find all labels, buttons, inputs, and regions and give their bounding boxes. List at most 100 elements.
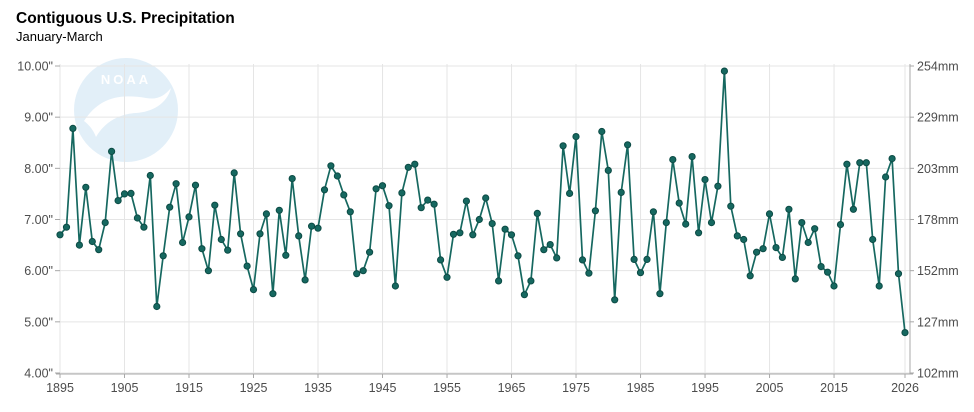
data-point[interactable]	[469, 231, 477, 239]
data-point[interactable]	[901, 329, 909, 337]
data-point[interactable]	[262, 210, 270, 218]
data-point[interactable]	[108, 147, 116, 155]
data-point[interactable]	[391, 282, 399, 290]
data-point[interactable]	[288, 175, 296, 183]
data-point[interactable]	[701, 176, 709, 184]
data-point[interactable]	[346, 208, 354, 216]
data-point[interactable]	[269, 290, 277, 298]
data-point[interactable]	[217, 235, 225, 244]
data-point[interactable]	[688, 153, 696, 161]
data-point[interactable]	[56, 231, 64, 239]
data-point[interactable]	[624, 141, 632, 149]
data-point[interactable]	[862, 159, 870, 167]
data-point[interactable]	[430, 200, 438, 208]
data-point[interactable]	[617, 188, 625, 196]
data-point[interactable]	[75, 241, 84, 249]
data-point[interactable]	[185, 213, 193, 221]
data-point[interactable]	[520, 291, 529, 299]
data-point[interactable]	[95, 246, 103, 254]
data-point[interactable]	[882, 173, 890, 181]
data-point[interactable]	[333, 172, 341, 180]
data-point[interactable]	[198, 245, 206, 253]
data-point[interactable]	[856, 159, 864, 167]
data-point[interactable]	[675, 199, 683, 207]
data-point[interactable]	[153, 302, 161, 311]
data-point[interactable]	[869, 235, 877, 244]
data-point[interactable]	[778, 253, 787, 261]
data-point[interactable]	[204, 267, 212, 275]
data-point[interactable]	[462, 197, 470, 205]
data-point[interactable]	[836, 221, 845, 229]
data-point[interactable]	[636, 269, 645, 277]
data-point[interactable]	[340, 191, 348, 199]
data-point[interactable]	[320, 186, 329, 194]
data-point[interactable]	[249, 286, 258, 294]
data-point[interactable]	[327, 162, 335, 170]
data-point[interactable]	[630, 255, 638, 263]
data-point[interactable]	[798, 219, 806, 227]
data-point[interactable]	[191, 181, 200, 189]
data-point[interactable]	[714, 182, 722, 190]
data-point[interactable]	[501, 225, 509, 233]
data-point[interactable]	[166, 203, 174, 211]
data-point[interactable]	[314, 224, 322, 232]
data-point[interactable]	[159, 252, 167, 260]
data-point[interactable]	[301, 276, 309, 284]
data-point[interactable]	[559, 142, 567, 150]
data-point[interactable]	[578, 256, 587, 264]
data-point[interactable]	[888, 155, 896, 163]
data-point[interactable]	[772, 244, 780, 252]
data-point[interactable]	[527, 277, 535, 285]
data-point[interactable]	[566, 189, 574, 197]
data-point[interactable]	[546, 241, 554, 249]
data-point[interactable]	[727, 202, 735, 210]
data-point[interactable]	[411, 160, 419, 168]
data-point[interactable]	[385, 202, 393, 210]
data-point[interactable]	[398, 189, 406, 197]
data-point[interactable]	[353, 270, 361, 278]
data-point[interactable]	[824, 268, 832, 276]
data-point[interactable]	[507, 231, 516, 239]
data-point[interactable]	[604, 166, 612, 174]
data-point[interactable]	[585, 269, 593, 277]
data-point[interactable]	[366, 248, 374, 256]
data-point[interactable]	[533, 209, 541, 217]
data-point[interactable]	[372, 185, 380, 193]
data-point[interactable]	[753, 248, 761, 256]
data-point[interactable]	[69, 124, 77, 132]
data-point[interactable]	[179, 238, 187, 247]
data-point[interactable]	[553, 254, 561, 262]
data-point[interactable]	[404, 163, 412, 171]
data-point[interactable]	[733, 232, 741, 240]
data-point[interactable]	[359, 267, 367, 275]
data-point[interactable]	[843, 160, 851, 168]
data-point[interactable]	[785, 205, 793, 213]
data-point[interactable]	[740, 235, 748, 244]
data-point[interactable]	[417, 204, 425, 212]
data-point[interactable]	[514, 252, 522, 260]
data-point[interactable]	[308, 222, 316, 230]
data-point[interactable]	[140, 223, 148, 231]
data-point[interactable]	[591, 207, 600, 215]
data-point[interactable]	[649, 208, 658, 216]
data-point[interactable]	[540, 246, 548, 254]
data-point[interactable]	[894, 270, 903, 278]
data-point[interactable]	[133, 214, 141, 222]
data-point[interactable]	[378, 182, 387, 190]
data-point[interactable]	[172, 180, 180, 188]
data-point[interactable]	[662, 219, 670, 227]
data-point[interactable]	[443, 273, 451, 281]
data-point[interactable]	[811, 225, 819, 233]
data-point[interactable]	[127, 189, 135, 197]
data-point[interactable]	[482, 194, 490, 202]
data-point[interactable]	[572, 133, 580, 141]
data-point[interactable]	[62, 223, 71, 231]
data-point[interactable]	[243, 262, 251, 270]
data-point[interactable]	[849, 205, 858, 213]
data-point[interactable]	[449, 230, 458, 238]
data-point[interactable]	[720, 67, 729, 75]
data-point[interactable]	[456, 229, 464, 237]
data-point[interactable]	[211, 201, 219, 209]
data-point[interactable]	[295, 232, 303, 240]
data-point[interactable]	[746, 272, 754, 280]
